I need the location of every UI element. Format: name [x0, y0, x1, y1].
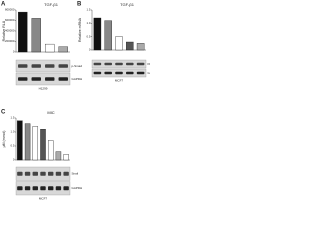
y-axis-label: Relative mRNA [78, 17, 82, 42]
blot-label: p-Smad [72, 64, 83, 68]
bar [126, 41, 134, 51]
cell-line-label: MCF7 [39, 196, 47, 200]
y-tick-label: 400000 [5, 29, 15, 33]
bar [93, 17, 102, 51]
y-tick-label: 1.5 [11, 116, 15, 120]
bar [63, 154, 69, 161]
blot-band [115, 71, 123, 75]
panel-label: B [77, 2, 82, 8]
y-tick-label: 1.0 [87, 21, 91, 25]
bar [45, 43, 55, 53]
blot-band [63, 171, 69, 176]
blot-band [17, 186, 23, 191]
blot-band [32, 171, 38, 176]
bar [47, 140, 54, 161]
panel-label: C [1, 110, 6, 116]
blot-strip [15, 72, 71, 86]
blot-label: PAI-1 [148, 62, 151, 66]
panel-label: A [1, 2, 6, 8]
blot-band [58, 77, 68, 81]
blot-band [93, 62, 102, 66]
y-tick-label: 1.5 [87, 8, 91, 12]
chart-title: MIC [47, 110, 54, 115]
blot-band [24, 186, 31, 191]
y-tick-label: 0.5 [87, 34, 91, 38]
blot-band [126, 71, 134, 75]
y-tick-label: 600000 [5, 18, 15, 22]
blot-band [63, 186, 69, 191]
bar [24, 123, 31, 161]
figure: A TGF-β1 Relative RLU 0 200000 400000 600000 80… [1, 2, 151, 201]
blot-band [126, 62, 134, 66]
bar [58, 46, 68, 53]
blot-band [58, 64, 68, 68]
bar [18, 11, 28, 53]
blot-band [31, 64, 41, 68]
blot-label: GAPDH [148, 71, 151, 75]
y-tick-label: 1.0 [11, 130, 15, 134]
blot-band [48, 186, 54, 191]
y-tick-label: 800000 [5, 8, 15, 12]
blot-band [115, 62, 123, 66]
blot-band [45, 64, 55, 68]
y-axis-label: Relative RLU [2, 20, 6, 41]
bar [115, 36, 123, 51]
blot-band [93, 71, 102, 75]
blot-band [40, 171, 46, 176]
blot-band [31, 77, 41, 81]
cell-line-label: H1299 [39, 86, 48, 90]
blot-band [55, 186, 62, 191]
bar [55, 151, 62, 161]
bar [31, 18, 41, 53]
bar [136, 43, 145, 51]
blot-band [55, 171, 62, 176]
blot-band [40, 186, 46, 191]
blot-band [104, 62, 112, 66]
blot-label: Snail [72, 172, 79, 176]
bar [104, 20, 112, 51]
y-tick-label: 0 [13, 50, 15, 54]
bar [32, 126, 39, 161]
blot-band [18, 77, 28, 81]
blot-band [18, 64, 28, 68]
y-axis-label: μM (mmol) [2, 131, 6, 148]
chart-title: TGF-β1 [44, 2, 59, 7]
blot-band [136, 62, 145, 66]
bar [40, 129, 46, 161]
blot-band [32, 186, 38, 191]
cell-line-label: MCF7 [115, 78, 123, 82]
blot-band [45, 77, 55, 81]
blot-band [17, 171, 23, 176]
blot-band [136, 71, 145, 75]
y-tick-label: 200000 [5, 39, 15, 43]
blot-label: GAPDH [72, 186, 83, 190]
blot-band [24, 171, 31, 176]
bar [17, 120, 23, 161]
blot-band [48, 171, 54, 176]
blot-strip [15, 59, 71, 73]
y-tick-label: 0 [89, 48, 91, 52]
blot-band [104, 71, 112, 75]
y-tick-label: 0 [13, 158, 15, 162]
blot-label: GAPDH [72, 77, 83, 81]
chart-title: TGF-β1 [120, 2, 135, 7]
y-tick-label: 0.5 [11, 144, 15, 148]
